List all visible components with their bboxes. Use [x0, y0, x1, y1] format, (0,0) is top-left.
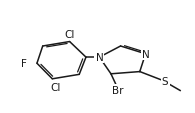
- Text: F: F: [21, 59, 27, 69]
- Text: N: N: [96, 53, 103, 63]
- Text: N: N: [142, 49, 149, 59]
- Text: Cl: Cl: [64, 30, 74, 40]
- Text: S: S: [162, 76, 168, 86]
- Text: Br: Br: [112, 86, 123, 95]
- Text: Cl: Cl: [51, 82, 61, 92]
